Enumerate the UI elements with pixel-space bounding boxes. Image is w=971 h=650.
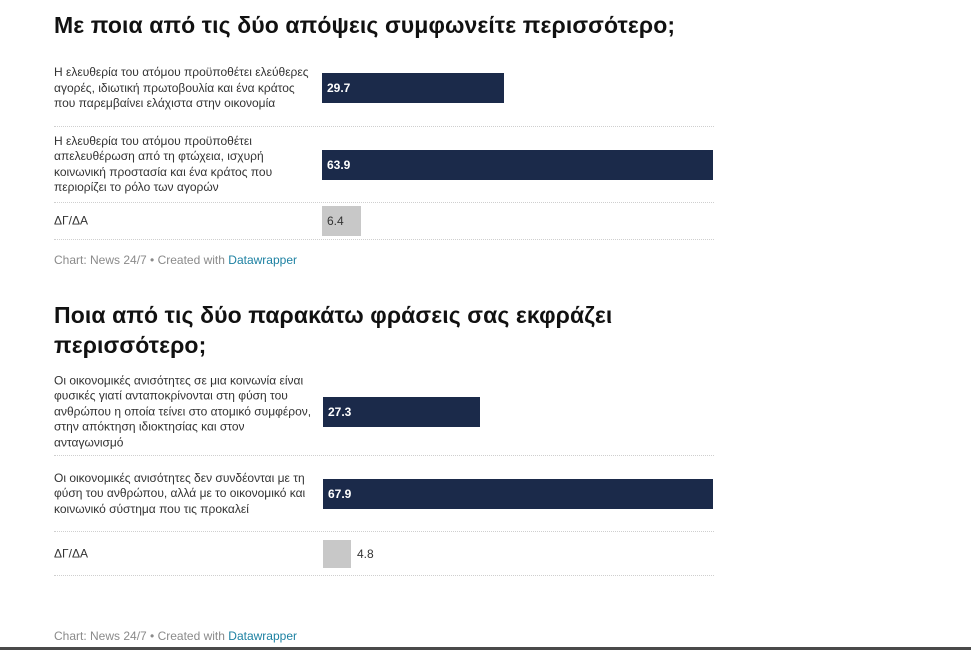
bar	[322, 73, 504, 103]
bar	[323, 539, 351, 568]
bar	[322, 206, 361, 236]
value-label: 27.3	[328, 404, 352, 419]
bar-row: Η ελευθερία του ατόμου προϋποθέτει απελε…	[54, 127, 714, 203]
bar-area: 27.3	[323, 368, 713, 455]
value-label: 67.9	[328, 486, 352, 501]
bar	[323, 396, 480, 427]
value-label: 4.8	[357, 546, 374, 561]
bar-row: Οι οικονομικές ανισότητες σε μια κοινωνί…	[54, 368, 714, 456]
chart-title: Ποια από τις δύο παρακάτω φράσεις σας εκ…	[54, 302, 613, 358]
bar-row: ΔΓ/ΔΑ 4.8	[54, 532, 714, 576]
bar-area: 4.8	[323, 532, 713, 575]
chart-1-footer: Chart: News 24/7 • Created with Datawrap…	[54, 253, 297, 267]
datawrapper-link[interactable]: Datawrapper	[228, 253, 297, 267]
category-label: Οι οικονομικές ανισότητες σε μια κοινωνί…	[54, 372, 312, 449]
chart-title: Με ποια από τις δύο απόψεις συμφωνείτε π…	[54, 12, 676, 38]
bar-row: Οι οικονομικές ανισότητες δεν συνδέονται…	[54, 456, 714, 532]
datawrapper-link[interactable]: Datawrapper	[228, 629, 297, 643]
chart-2-footer: Chart: News 24/7 • Created with Datawrap…	[54, 629, 297, 643]
value-label: 29.7	[327, 81, 351, 95]
bar-area: 6.4	[322, 203, 713, 239]
bar-row: Η ελευθερία του ατόμου προϋποθέτει ελεύθ…	[54, 50, 714, 127]
bar-area: 29.7	[322, 50, 713, 126]
bar-rows: Οι οικονομικές ανισότητες σε μια κοινωνί…	[54, 368, 714, 576]
footer-source: Chart: News 24/7 • Created with	[54, 629, 229, 643]
footer-source: Chart: News 24/7 • Created with	[54, 253, 229, 267]
category-label: Οι οικονομικές ανισότητες δεν συνδέονται…	[54, 470, 306, 516]
value-label: 6.4	[327, 214, 344, 228]
bar-row: ΔΓ/ΔΑ 6.4	[54, 203, 714, 240]
bottom-border	[0, 647, 971, 650]
bar	[323, 478, 713, 509]
category-label: Η ελευθερία του ατόμου προϋποθέτει ελεύθ…	[54, 64, 309, 110]
chart-1: Με ποια από τις δύο απόψεις συμφωνείτε π…	[54, 10, 714, 240]
chart-2: Ποια από τις δύο παρακάτω φράσεις σας εκ…	[54, 300, 714, 576]
bar-rows: Η ελευθερία του ατόμου προϋποθέτει ελεύθ…	[54, 50, 714, 240]
bar-area: 63.9	[322, 127, 713, 202]
bar-area: 67.9	[323, 456, 713, 531]
category-label: ΔΓ/ΔΑ	[54, 213, 88, 228]
category-label: Η ελευθερία του ατόμου προϋποθέτει απελε…	[54, 133, 273, 195]
category-label: ΔΓ/ΔΑ	[54, 545, 88, 560]
value-label: 63.9	[327, 157, 351, 172]
bar	[322, 149, 713, 180]
